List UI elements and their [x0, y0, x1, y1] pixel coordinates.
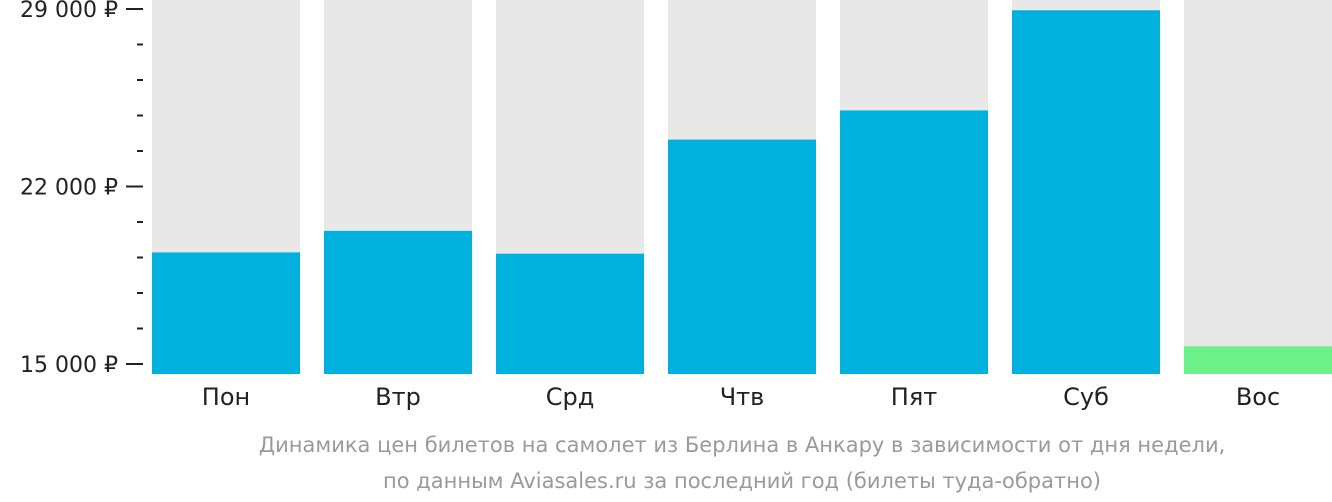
bar-1 — [324, 230, 472, 374]
caption-line-1: Динамика цен билетов на самолет из Берли… — [259, 433, 1226, 457]
bar-0 — [152, 252, 300, 374]
y-tick-label-0: 29 000 ₽ — [20, 0, 118, 23]
bar-2 — [496, 253, 644, 374]
y-axis: 29 000 ₽ 22 000 ₽ 15 000 ₽ — [20, 0, 143, 378]
chart-caption: Динамика цен билетов на самолет из Берли… — [259, 433, 1226, 493]
bar-4 — [840, 110, 988, 374]
bar-track-6 — [1184, 0, 1332, 374]
bar-3 — [668, 139, 816, 374]
x-tick-label-0: Пон — [202, 383, 250, 411]
x-tick-label-1: Втр — [375, 383, 421, 411]
x-tick-label-4: Пят — [891, 383, 937, 411]
bars — [152, 10, 1332, 375]
x-tick-label-2: Срд — [546, 383, 595, 411]
y-tick-label-1: 22 000 ₽ — [20, 176, 118, 201]
y-tick-label-2: 15 000 ₽ — [20, 353, 118, 378]
caption-line-2: по данным Aviasales.ru за последний год … — [383, 469, 1101, 493]
x-tick-label-5: Суб — [1063, 383, 1109, 411]
x-tick-label-3: Чтв — [720, 383, 765, 411]
x-tick-label-6: Вос — [1236, 383, 1280, 411]
bar-5 — [1012, 10, 1160, 375]
x-axis-labels: Пон Втр Срд Чтв Пят Суб Вос — [202, 383, 1280, 411]
bar-6 — [1184, 346, 1332, 374]
